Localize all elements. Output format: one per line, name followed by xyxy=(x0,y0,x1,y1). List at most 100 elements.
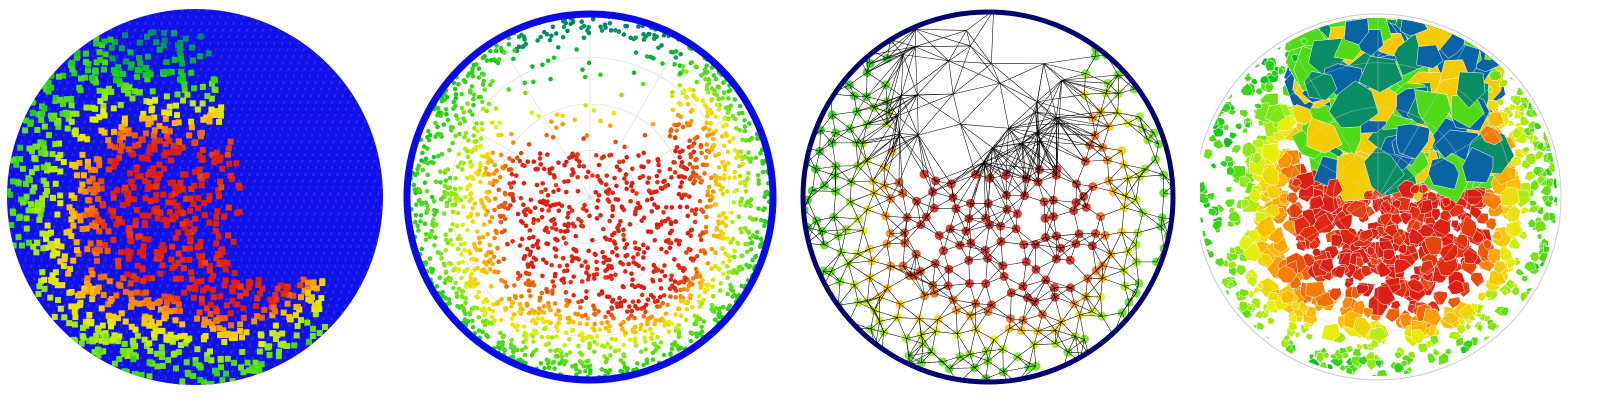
scatter-point xyxy=(490,261,495,267)
sample-point xyxy=(147,198,154,205)
sample-point xyxy=(277,282,284,289)
scatter-point xyxy=(721,236,727,241)
mesh-edge xyxy=(983,162,986,219)
sample-point xyxy=(211,86,218,93)
scatter-point xyxy=(498,45,504,51)
scatter-point xyxy=(455,210,461,216)
scatter-point xyxy=(680,148,685,154)
mesh-edge xyxy=(1022,314,1043,321)
scatter-point xyxy=(692,219,698,225)
scatter-point xyxy=(716,165,722,170)
scatter-point xyxy=(702,125,708,131)
mesh-edge xyxy=(968,203,971,219)
sample-point xyxy=(73,246,80,253)
mesh-edge xyxy=(970,303,976,316)
mesh-edge xyxy=(885,215,905,234)
scatter-point xyxy=(584,174,589,180)
scatter-point xyxy=(495,245,500,251)
mesh-edge xyxy=(932,191,954,198)
sample-point xyxy=(310,325,317,332)
scatter-point xyxy=(418,219,423,224)
sample-point xyxy=(45,88,52,95)
mesh-edge xyxy=(1105,92,1118,113)
scatter-point xyxy=(531,79,536,85)
mesh-edge xyxy=(1021,101,1038,144)
sample-point xyxy=(90,189,97,196)
mesh-edge xyxy=(1002,265,1005,277)
scatter-point xyxy=(644,54,650,59)
scatter-point xyxy=(413,219,418,225)
sample-point xyxy=(52,141,59,148)
mesh-edge xyxy=(869,277,888,289)
mesh-edge xyxy=(887,54,904,59)
mesh-edge xyxy=(866,160,874,182)
scatter-point xyxy=(603,182,609,187)
scatter-point xyxy=(607,323,612,329)
mesh-edge xyxy=(1027,297,1043,315)
scatter-point xyxy=(596,193,602,198)
mesh-edge xyxy=(1100,207,1125,217)
scatter-point xyxy=(650,331,655,337)
sample-point xyxy=(57,305,64,312)
scatter-point xyxy=(471,96,476,102)
sample-point xyxy=(210,325,217,332)
scatter-point xyxy=(640,266,646,271)
sample-point xyxy=(227,138,234,145)
scatter-point xyxy=(443,237,449,243)
mesh-edge xyxy=(914,254,917,276)
sample-point xyxy=(207,348,214,355)
mesh-edge xyxy=(1123,261,1137,271)
scatter-point xyxy=(704,162,710,168)
scatter-point xyxy=(453,175,458,181)
scatter-point xyxy=(725,291,730,297)
sample-point xyxy=(159,262,166,269)
scatter-point xyxy=(635,361,640,366)
scatter-point xyxy=(687,138,692,144)
sample-point xyxy=(123,58,130,65)
scatter-point xyxy=(613,337,619,342)
scatter-point xyxy=(435,124,440,130)
sample-point xyxy=(122,184,129,191)
sample-point xyxy=(101,223,108,230)
sample-point xyxy=(84,207,91,214)
scatter-point xyxy=(608,345,614,350)
mesh-edge xyxy=(916,200,935,209)
scatter-point xyxy=(654,173,660,179)
mesh-edge xyxy=(915,46,918,95)
mesh-edge xyxy=(1045,279,1071,289)
scatter-point xyxy=(443,106,449,112)
sample-point xyxy=(228,175,235,182)
scatter-point xyxy=(624,242,630,247)
scatter-point xyxy=(668,49,674,55)
sample-point xyxy=(98,178,105,185)
scatter-point xyxy=(723,223,729,228)
sample-point xyxy=(132,371,139,378)
mesh-edge xyxy=(830,271,841,282)
scatter-point xyxy=(726,96,731,101)
sample-point xyxy=(110,208,117,215)
scatter-point xyxy=(756,181,762,187)
mesh-edge xyxy=(821,229,847,232)
scatter-point xyxy=(566,178,571,184)
sample-point xyxy=(59,110,66,117)
scatter-point xyxy=(697,198,703,204)
scatter-point xyxy=(640,81,646,87)
sample-point xyxy=(110,67,117,74)
mesh-edge xyxy=(922,343,932,353)
scatter-point xyxy=(468,274,473,280)
sample-point xyxy=(128,180,135,187)
sample-point xyxy=(180,171,187,178)
mesh-edge xyxy=(999,82,1038,103)
scatter-point xyxy=(565,28,570,34)
scatter-point xyxy=(568,21,573,27)
mesh-edge xyxy=(872,167,885,182)
scatter-point xyxy=(721,80,726,85)
sample-point xyxy=(222,277,229,284)
scatter-point xyxy=(713,305,719,311)
scatter-point xyxy=(675,112,681,118)
sample-point xyxy=(174,202,181,209)
mesh-edge xyxy=(1005,175,1007,196)
scatter-point xyxy=(511,349,516,355)
mesh-edge xyxy=(856,111,868,125)
sample-point xyxy=(52,269,59,276)
